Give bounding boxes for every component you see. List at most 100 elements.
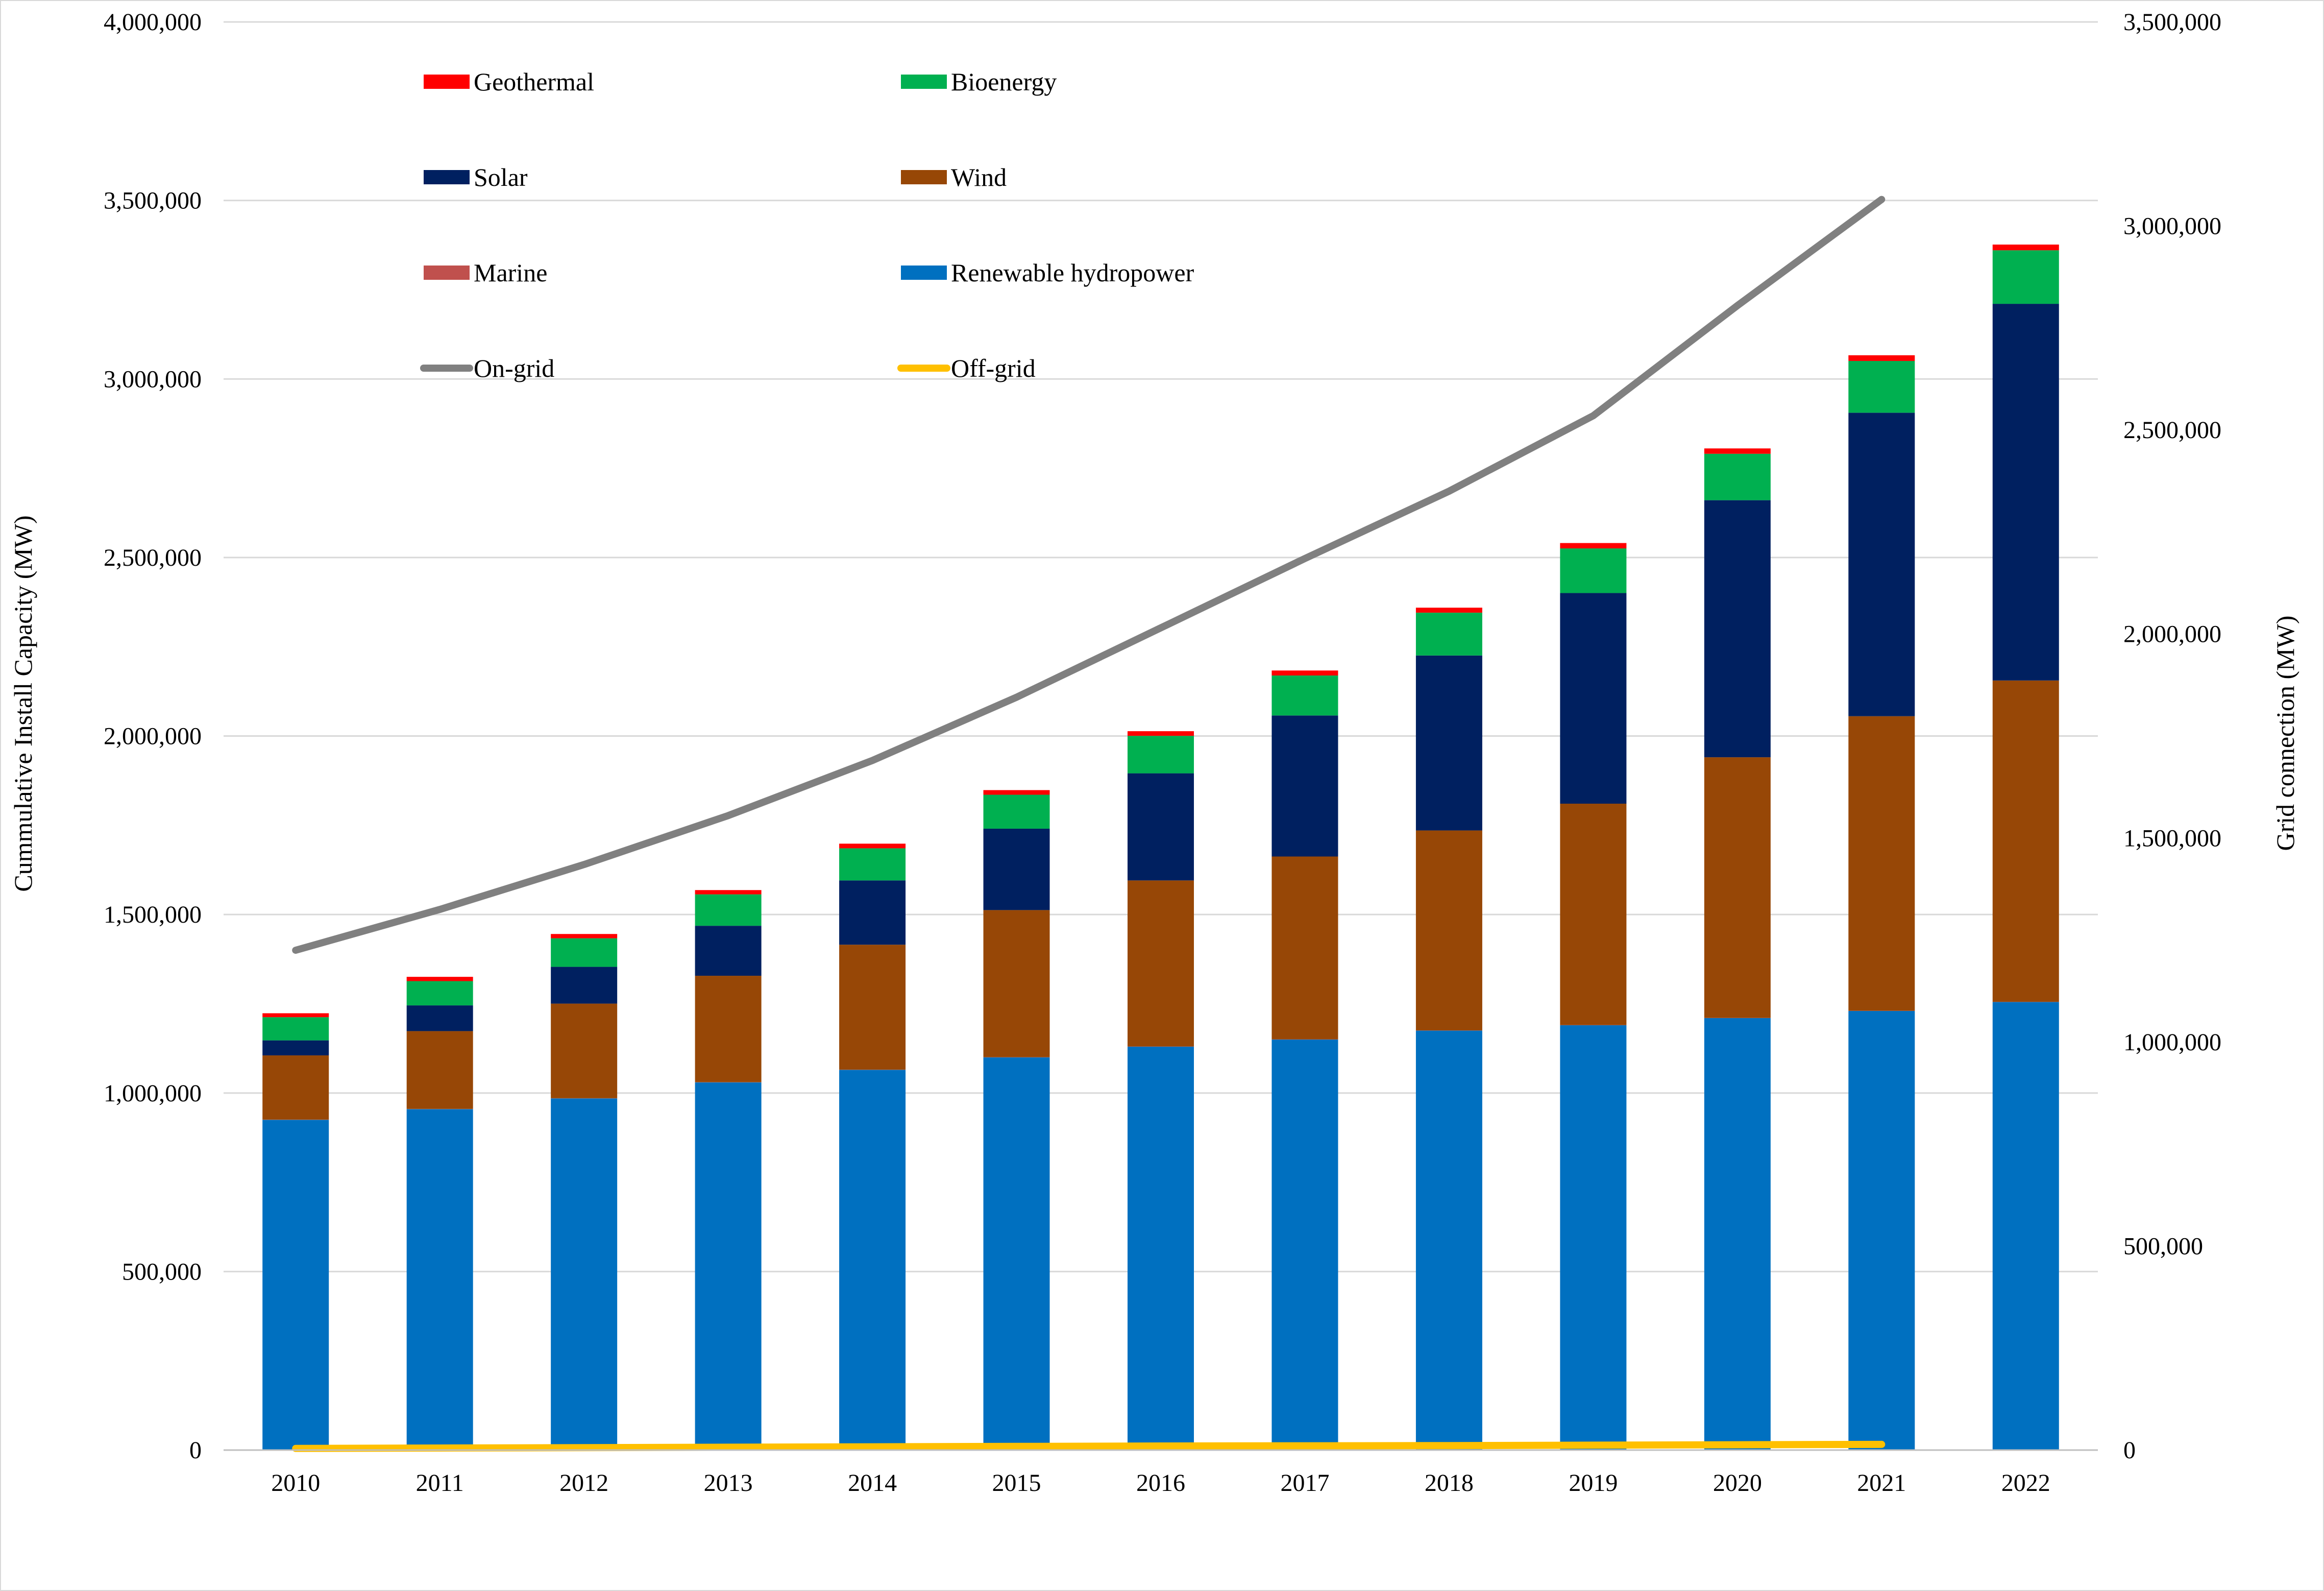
legend-swatch-marine xyxy=(424,266,470,280)
bar-segment-renewable-hydropower xyxy=(1128,1046,1194,1450)
bar-segment-geothermal xyxy=(1415,608,1482,613)
bar-segment-solar xyxy=(262,1040,329,1055)
bar-segment-bioenergy xyxy=(1271,675,1338,716)
bar-segment-geothermal xyxy=(1560,543,1627,549)
bar-segment-wind xyxy=(839,945,906,1070)
legend-label-wind: Wind xyxy=(951,163,1007,191)
right-axis-tick-label: 2,500,000 xyxy=(2123,417,2221,444)
bar-segment-renewable-hydropower xyxy=(839,1070,906,1450)
bar-segment-solar xyxy=(1415,655,1482,831)
bar-segment-bioenergy xyxy=(983,794,1050,829)
legend-label-off-grid: Off-grid xyxy=(951,354,1036,382)
legend: Geothermal Bioenergy Solar Wind Marine Renewa… xyxy=(420,67,1194,382)
right-axis-tick-label: 1,000,000 xyxy=(2123,1029,2221,1056)
bar-segment-geothermal xyxy=(551,934,618,938)
legend-swatch-solar xyxy=(424,170,470,184)
bar-segment-renewable-hydropower xyxy=(406,1109,473,1450)
bar-segment-renewable-hydropower xyxy=(262,1120,329,1450)
left-axis-tick-label: 1,500,000 xyxy=(104,901,202,928)
x-axis-tick-label: 2020 xyxy=(1713,1469,1762,1497)
bar-segment-bioenergy xyxy=(1415,612,1482,656)
bar-segment-solar xyxy=(406,1005,473,1031)
legend-swatch-renewable-hydropower xyxy=(901,266,947,280)
gridlines xyxy=(224,21,2098,1272)
right-axis-tick-label: 1,500,000 xyxy=(2123,825,2221,852)
bar-segment-geothermal xyxy=(839,843,906,849)
bar-segment-wind xyxy=(1704,757,1771,1018)
bar-segment-bioenergy xyxy=(1704,453,1771,500)
right-axis-tick-label: 2,000,000 xyxy=(2123,621,2221,648)
bar-segment-wind xyxy=(1415,830,1482,1031)
x-axis-tick-label: 2011 xyxy=(416,1469,464,1497)
bar-segment-bioenergy xyxy=(1848,360,1915,413)
legend-label-bioenergy: Bioenergy xyxy=(951,67,1057,96)
bar-segment-solar xyxy=(983,828,1050,910)
bar-segment-bioenergy xyxy=(839,848,906,881)
right-axis-tick-label: 500,000 xyxy=(2123,1233,2203,1260)
bar-segment-renewable-hydropower xyxy=(1992,1002,2059,1450)
bar-segment-solar xyxy=(1848,413,1915,716)
right-axis-ticks: 0 500,000 1,000,000 1,500,000 2,000,000 2,500… xyxy=(2123,9,2221,1464)
bar-segment-geothermal xyxy=(983,790,1050,795)
line-on-grid xyxy=(292,196,1886,954)
bar-segment-wind xyxy=(262,1055,329,1120)
x-axis-tick-label: 2018 xyxy=(1425,1469,1474,1497)
bar-segment-renewable-hydropower xyxy=(1704,1018,1771,1450)
bar-segment-wind xyxy=(406,1031,473,1109)
legend-swatch-bioenergy xyxy=(901,75,947,89)
x-axis-tick-label: 2017 xyxy=(1280,1469,1329,1497)
left-axis-tick-label: 500,000 xyxy=(122,1258,202,1285)
bar-segment-renewable-hydropower xyxy=(1848,1010,1915,1450)
series-lines xyxy=(292,196,1886,1452)
bar-segment-bioenergy xyxy=(551,938,618,967)
legend-label-geothermal: Geothermal xyxy=(474,67,594,96)
x-axis-tick-label: 2010 xyxy=(271,1469,320,1497)
legend-swatch-wind xyxy=(901,170,947,184)
bar-segment-geothermal xyxy=(406,977,473,981)
legend-label-renewable-hydropower: Renewable hydropower xyxy=(951,258,1194,287)
bar-segment-solar xyxy=(1271,715,1338,857)
bar-segment-geothermal xyxy=(262,1013,329,1018)
legend-label-marine: Marine xyxy=(474,258,547,287)
bar-segment-solar xyxy=(1560,593,1627,804)
left-axis-tick-label: 1,000,000 xyxy=(104,1080,202,1107)
bar-segment-geothermal xyxy=(1271,670,1338,676)
right-axis-tick-label: 3,000,000 xyxy=(2123,213,2221,240)
x-axis-tick-label: 2013 xyxy=(704,1469,753,1497)
bar-segment-wind xyxy=(1128,880,1194,1047)
left-axis-tick-label: 3,000,000 xyxy=(104,366,202,393)
legend-label-on-grid: On-grid xyxy=(474,354,554,382)
bar-segment-solar xyxy=(1704,500,1771,758)
bar-segment-wind xyxy=(1992,680,2059,1002)
left-axis-tick-label: 3,500,000 xyxy=(104,187,202,214)
x-axis-tick-label: 2012 xyxy=(559,1469,608,1497)
x-axis-tick-label: 2014 xyxy=(848,1469,897,1497)
bar-segment-bioenergy xyxy=(406,981,473,1006)
bar-segment-solar xyxy=(1992,304,2059,681)
bar-segment-renewable-hydropower xyxy=(1560,1025,1627,1450)
bar-segment-geothermal xyxy=(1848,355,1915,361)
x-axis-ticks: 2010 2011 2012 2013 2014 2015 2016 2017 2018 2019… xyxy=(271,1469,2050,1497)
bar-segment-bioenergy xyxy=(1128,736,1194,774)
bar-segment-solar xyxy=(695,926,762,976)
bar-segment-solar xyxy=(551,967,618,1004)
bar-segment-geothermal xyxy=(1128,731,1194,736)
bar-segment-bioenergy xyxy=(262,1017,329,1041)
left-axis-tick-label: 4,000,000 xyxy=(104,9,202,36)
bar-segment-geothermal xyxy=(1992,244,2059,251)
x-axis-tick-label: 2016 xyxy=(1136,1469,1185,1497)
x-axis-tick-label: 2015 xyxy=(992,1469,1041,1497)
bar-segment-bioenergy xyxy=(1992,250,2059,304)
bar-segment-geothermal xyxy=(695,890,762,895)
legend-label-solar: Solar xyxy=(474,163,528,191)
left-axis-tick-label: 0 xyxy=(189,1437,202,1464)
bar-segment-wind xyxy=(983,910,1050,1057)
left-axis-title: Cummulative Install Capacity (MW) xyxy=(9,515,37,891)
line-off-grid xyxy=(292,1440,1886,1452)
bar-segment-renewable-hydropower xyxy=(695,1082,762,1450)
left-axis-tick-label: 2,500,000 xyxy=(104,544,202,571)
left-axis-ticks: 0 500,000 1,000,000 1,500,000 2,000,000 2,500… xyxy=(104,9,202,1464)
bar-segment-solar xyxy=(839,880,906,945)
bars xyxy=(262,244,2059,1450)
